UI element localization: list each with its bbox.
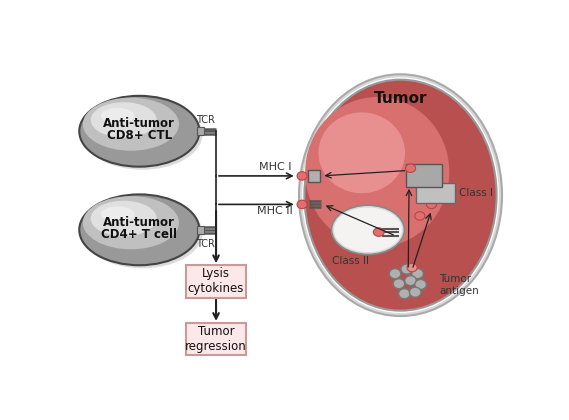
Ellipse shape xyxy=(406,164,415,173)
Ellipse shape xyxy=(389,269,401,279)
Ellipse shape xyxy=(302,77,499,313)
Ellipse shape xyxy=(407,263,417,272)
Ellipse shape xyxy=(398,289,410,299)
Ellipse shape xyxy=(410,287,421,297)
Text: MHC I: MHC I xyxy=(259,163,291,173)
Ellipse shape xyxy=(332,205,405,255)
FancyBboxPatch shape xyxy=(186,323,246,355)
Text: CD4+ T cell: CD4+ T cell xyxy=(101,228,178,241)
Bar xyxy=(307,170,320,182)
Ellipse shape xyxy=(305,97,450,247)
Text: Lysis
cytokines: Lysis cytokines xyxy=(188,268,244,295)
Ellipse shape xyxy=(90,201,156,236)
Ellipse shape xyxy=(299,74,502,316)
Ellipse shape xyxy=(304,80,497,311)
Ellipse shape xyxy=(405,276,417,286)
Text: CD8+ CTL: CD8+ CTL xyxy=(107,129,172,142)
Bar xyxy=(197,127,204,135)
Ellipse shape xyxy=(83,197,203,268)
Ellipse shape xyxy=(297,200,307,209)
Ellipse shape xyxy=(101,108,134,123)
Ellipse shape xyxy=(83,99,203,170)
Ellipse shape xyxy=(79,194,199,265)
Bar xyxy=(406,164,442,187)
FancyBboxPatch shape xyxy=(186,265,246,297)
Ellipse shape xyxy=(412,269,423,279)
Text: Class II: Class II xyxy=(332,256,369,266)
Ellipse shape xyxy=(83,196,179,249)
Text: MHC II: MHC II xyxy=(257,205,293,215)
Bar xyxy=(416,183,455,203)
Ellipse shape xyxy=(79,96,199,167)
Ellipse shape xyxy=(90,102,156,138)
Text: TCR: TCR xyxy=(196,116,215,126)
Text: TCR: TCR xyxy=(196,239,215,249)
Text: Anti-tumor: Anti-tumor xyxy=(104,117,175,130)
Ellipse shape xyxy=(319,113,405,193)
Text: Tumor
antigen: Tumor antigen xyxy=(439,274,479,296)
Ellipse shape xyxy=(297,172,307,180)
Ellipse shape xyxy=(426,200,436,209)
Ellipse shape xyxy=(83,97,179,151)
Ellipse shape xyxy=(401,264,413,274)
Ellipse shape xyxy=(101,207,134,222)
Ellipse shape xyxy=(393,279,405,289)
Text: Anti-tumor: Anti-tumor xyxy=(104,215,175,228)
Ellipse shape xyxy=(415,279,426,289)
Ellipse shape xyxy=(373,228,384,236)
Ellipse shape xyxy=(415,212,425,220)
Text: Tumor: Tumor xyxy=(374,92,427,106)
Text: Tumor
regression: Tumor regression xyxy=(185,325,247,353)
Text: Class I: Class I xyxy=(459,188,493,198)
Ellipse shape xyxy=(334,207,402,252)
Bar xyxy=(197,226,204,234)
